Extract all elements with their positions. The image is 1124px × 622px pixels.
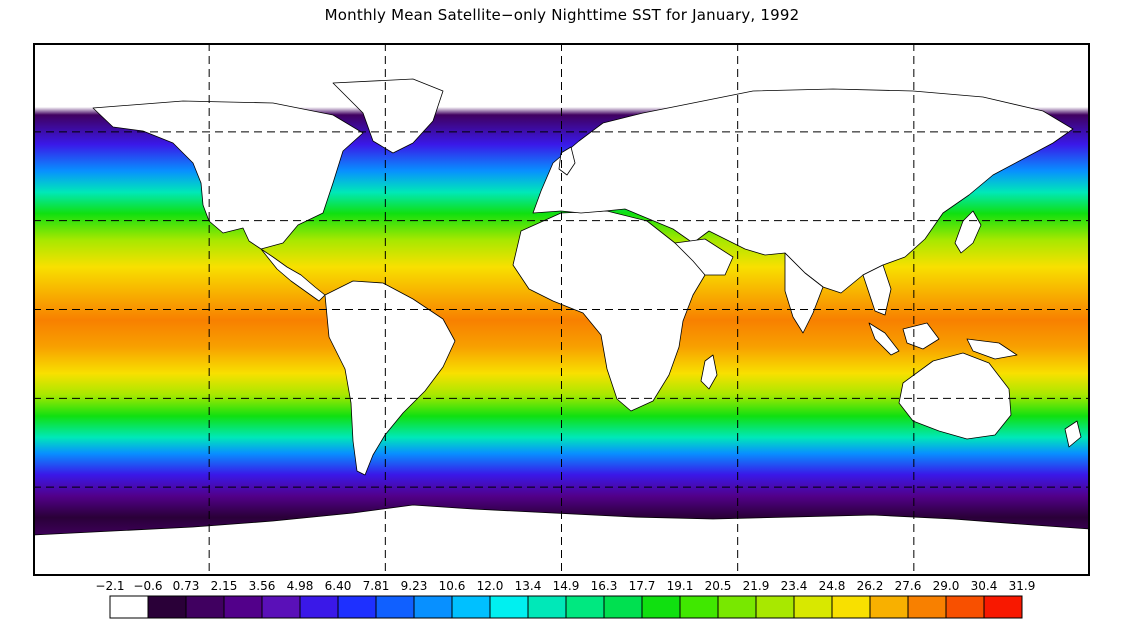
land-india	[784, 252, 824, 334]
colorbar-swatch	[945, 595, 985, 619]
colorbar-swatch	[983, 595, 1023, 619]
colorbar-swatch	[603, 595, 643, 619]
colorbar-swatch	[147, 595, 187, 619]
colorbar-swatch	[223, 595, 263, 619]
map-frame-border	[33, 43, 1090, 576]
colorbar-tick-label: −2.1	[95, 579, 124, 593]
colorbar-tick-label: 7.81	[363, 579, 390, 593]
land-japan	[954, 210, 982, 254]
colorbar-tick-label: 27.6	[895, 579, 922, 593]
colorbar-swatch	[299, 595, 339, 619]
colorbar-legend: −2.1 −0.6 0.73 2.15 3.56 4.98 6.40 7.81 9.23 10.6…	[0, 576, 1124, 622]
colorbar-swatch	[109, 595, 149, 619]
colorbar-swatch	[641, 595, 681, 619]
colorbar-swatches	[109, 595, 1023, 619]
colorbar-tick-label: 14.9	[553, 579, 580, 593]
land-indonesia-sumatra	[868, 322, 900, 356]
colorbar-tick-label: 31.9	[1009, 579, 1036, 593]
colorbar-swatch	[375, 595, 415, 619]
colorbar-swatch	[527, 595, 567, 619]
colorbar-tick-label: 20.5	[705, 579, 732, 593]
colorbar-tick-label: 23.4	[781, 579, 808, 593]
colorbar-tick-label: 4.98	[287, 579, 314, 593]
land-arabia	[674, 238, 734, 276]
land-madagascar	[700, 354, 718, 390]
land-australia	[898, 352, 1012, 440]
land-north-america	[92, 100, 364, 250]
colorbar-tick-label: 29.0	[933, 579, 960, 593]
colorbar-swatch	[755, 595, 795, 619]
colorbar-tick-label: 24.8	[819, 579, 846, 593]
colorbar-swatch	[869, 595, 909, 619]
colorbar-swatch	[261, 595, 301, 619]
colorbar-tick-label: 0.73	[173, 579, 200, 593]
colorbar-svg: −2.1 −0.6 0.73 2.15 3.56 4.98 6.40 7.81 9.23 10.6…	[95, 579, 1035, 619]
colorbar-swatch	[337, 595, 377, 619]
colorbar-tick-label: 19.1	[667, 579, 694, 593]
colorbar-swatch	[565, 595, 605, 619]
colorbar-swatch	[451, 595, 491, 619]
colorbar-swatch	[831, 595, 871, 619]
colorbar-tick-label: 12.0	[477, 579, 504, 593]
sst-map-svg	[33, 43, 1090, 576]
land-new-guinea	[966, 338, 1018, 360]
colorbar-tick-label: −0.6	[133, 579, 162, 593]
graticule	[33, 43, 1090, 576]
colorbar-labels: −2.1 −0.6 0.73 2.15 3.56 4.98 6.40 7.81 9.23 10.6…	[95, 579, 1035, 593]
colorbar-swatch	[717, 595, 757, 619]
colorbar-tick-label: 3.56	[249, 579, 276, 593]
colorbar-swatch	[793, 595, 833, 619]
map-title: Monthly Mean Satellite−only Nighttime SS…	[324, 6, 800, 24]
land-greenland	[332, 78, 444, 154]
colorbar-tick-label: 10.6	[439, 579, 466, 593]
land-southeast-asia	[862, 264, 892, 316]
colorbar-tick-label: 17.7	[629, 579, 656, 593]
colorbar-tick-label: 16.3	[591, 579, 618, 593]
land-africa	[512, 210, 706, 412]
land-new-zealand	[1064, 420, 1082, 448]
colorbar-tick-label: 26.2	[857, 579, 884, 593]
land-indonesia-borneo	[902, 322, 940, 350]
colorbar-swatch	[489, 595, 529, 619]
colorbar-swatch	[679, 595, 719, 619]
land-uk	[558, 146, 576, 176]
colorbar-swatch	[413, 595, 453, 619]
colorbar-tick-label: 30.4	[971, 579, 998, 593]
sst-map	[33, 43, 1090, 576]
colorbar-swatch	[907, 595, 947, 619]
colorbar-tick-label: 6.40	[325, 579, 352, 593]
colorbar-tick-label: 13.4	[515, 579, 542, 593]
land-south-america	[324, 280, 456, 476]
colorbar-tick-label: 9.23	[401, 579, 428, 593]
colorbar-swatch	[185, 595, 225, 619]
colorbar-tick-label: 2.15	[211, 579, 238, 593]
land-eurasia	[532, 88, 1074, 294]
colorbar-tick-label: 21.9	[743, 579, 770, 593]
